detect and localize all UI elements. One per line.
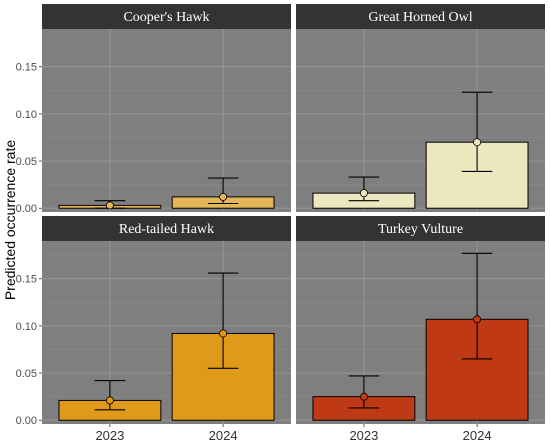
point-turkey-vulture-2023 — [359, 392, 368, 401]
point-red-tailed-hawk-2023 — [105, 396, 114, 405]
y-axis-label: Predicted occurrence rate — [2, 140, 18, 301]
y-tick-label: 0.15 — [16, 274, 37, 286]
point-great-horned-owl-2023 — [359, 189, 368, 198]
point-cooper-s-hawk-2024 — [219, 192, 228, 201]
panel-title-red-tailed-hawk: Red-tailed Hawk — [119, 222, 214, 237]
y-tick-label: 0.05 — [16, 156, 37, 168]
x-tick-label: 2024 — [463, 428, 492, 443]
panel-strip-red-tailed-hawk — [42, 216, 291, 241]
y-tick-label: 0.00 — [16, 203, 37, 215]
point-great-horned-owl-2024 — [473, 138, 482, 147]
panel-strip-turkey-vulture — [296, 216, 545, 241]
point-turkey-vulture-2024 — [473, 315, 482, 324]
y-tick-label: 0.05 — [16, 368, 37, 380]
error-bar-turkey-vulture-2023 — [348, 375, 380, 409]
error-bar-turkey-vulture-2024 — [461, 252, 493, 360]
panel-title-great-horned-owl: Great Horned Owl — [368, 10, 472, 25]
panel-title-cooper-s-hawk: Cooper's Hawk — [123, 10, 209, 25]
y-tick-label: 0.10 — [16, 109, 37, 121]
y-tick-label: 0.10 — [16, 321, 37, 333]
panel-strip-great-horned-owl — [296, 4, 545, 29]
point-red-tailed-hawk-2024 — [219, 329, 228, 338]
y-tick-label: 0.00 — [16, 415, 37, 427]
x-tick-label: 2023 — [95, 428, 124, 443]
error-bar-great-horned-owl-2024 — [461, 91, 493, 172]
panel-title-turkey-vulture: Turkey Vulture — [378, 222, 463, 237]
error-bar-red-tailed-hawk-2023 — [94, 380, 126, 411]
error-bar-red-tailed-hawk-2024 — [207, 272, 239, 369]
panel-strip-cooper-s-hawk — [42, 4, 291, 29]
x-tick-label: 2024 — [209, 428, 238, 443]
x-tick-label: 2023 — [349, 428, 378, 443]
point-cooper-s-hawk-2023 — [105, 201, 114, 210]
y-tick-label: 0.15 — [16, 62, 37, 74]
panel-background-cooper-s-hawk — [42, 29, 291, 212]
